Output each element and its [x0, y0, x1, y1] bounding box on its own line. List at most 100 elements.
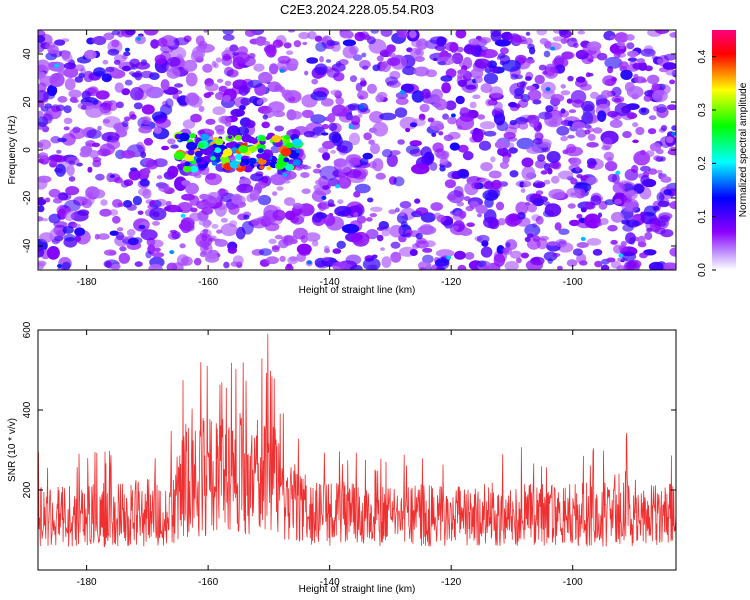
heatmap-cell	[567, 203, 576, 209]
heatmap-cell	[106, 139, 121, 150]
heatmap-cell	[446, 194, 457, 201]
heatmap-cell	[597, 110, 607, 122]
heatmap-cell	[195, 35, 205, 46]
heatmap-cell	[215, 57, 222, 63]
heatmap-cell	[206, 192, 221, 204]
heatmap-cell	[512, 35, 527, 43]
heatmap-cell	[293, 40, 302, 48]
heatmap-cell	[644, 232, 653, 240]
heatmap-cell	[579, 260, 588, 266]
heatmap-cell	[257, 194, 272, 206]
colorbar-tick-label: 0.3	[697, 103, 708, 117]
heatmap-cell	[435, 249, 455, 258]
y-tick-label: 40	[22, 48, 33, 60]
heatmap-cell	[206, 91, 214, 96]
snr-y-ticks: 200 400 600	[22, 321, 676, 498]
heatmap-cell	[371, 254, 378, 259]
colorbar-tick-label: 0.2	[697, 156, 708, 170]
heatmap-cell	[662, 62, 676, 71]
heatmap-cell	[494, 39, 511, 47]
heatmap-cell	[68, 176, 76, 182]
heatmap-cell	[552, 36, 563, 42]
heatmap-cell	[525, 31, 531, 36]
heatmap-cell	[627, 50, 639, 58]
heatmap-cell	[174, 83, 184, 88]
heatmap-cell	[332, 248, 342, 254]
heatmap-cell	[122, 120, 129, 128]
heatmap-cell	[314, 63, 328, 76]
heatmap-cell	[620, 69, 633, 81]
heatmap-feature-cell	[239, 162, 246, 167]
heatmap-feature-cell	[173, 151, 185, 161]
heatmap-cell	[140, 70, 154, 79]
heatmap-cell	[322, 256, 330, 262]
heatmap-cell	[345, 154, 362, 165]
figure-title: C2E3.2024.228.05.54.R03	[280, 2, 434, 17]
heatmap-cell	[665, 69, 676, 76]
heatmap-cell	[298, 31, 310, 40]
heatmap-cell	[48, 213, 61, 224]
heatmap-cell	[368, 127, 378, 133]
heatmap-cell	[673, 250, 676, 256]
heatmap-cell	[53, 221, 68, 228]
heatmap-cell	[362, 257, 381, 270]
heatmap-cell	[547, 167, 553, 175]
heatmap-cell	[616, 41, 626, 47]
heatmap-cell	[509, 170, 519, 178]
heatmap-cell	[148, 263, 163, 270]
heatmap-cell	[474, 58, 491, 69]
heatmap-cell	[409, 140, 422, 147]
heatmap-cell	[626, 86, 644, 99]
heatmap-cell	[576, 174, 583, 179]
heatmap-cell	[161, 145, 170, 151]
heatmap-cell	[588, 58, 594, 63]
heatmap-cell	[560, 108, 566, 114]
heatmap-cell	[568, 219, 580, 227]
heatmap-cell	[502, 59, 521, 72]
x-tick-label: -180	[77, 277, 97, 288]
heatmap-cell	[443, 219, 454, 229]
heatmap-cell	[171, 231, 181, 240]
x-tick-label: -180	[77, 577, 97, 588]
heatmap-cell	[462, 151, 474, 161]
heatmap-cell	[74, 227, 86, 236]
heatmap-cell	[256, 99, 263, 105]
heatmap-spot	[124, 47, 130, 52]
heatmap-cell	[613, 98, 622, 103]
heatmap-cell	[601, 90, 612, 99]
heatmap-cell	[287, 235, 298, 244]
heatmap-cell	[224, 66, 234, 77]
heatmap-cell	[118, 252, 130, 264]
heatmap-cell	[276, 186, 284, 191]
heatmap-cell	[44, 197, 51, 203]
heatmap-cell	[314, 35, 323, 42]
heatmap-x-axis-label: Height of straight line (km)	[299, 285, 416, 296]
heatmap-cell	[223, 261, 230, 269]
heatmap-cell	[586, 142, 599, 148]
heatmap-cell	[163, 206, 171, 211]
heatmap-cell	[301, 188, 311, 194]
heatmap-cell	[362, 152, 373, 160]
heatmap-spot	[169, 250, 175, 255]
heatmap-cell	[328, 212, 334, 218]
heatmap-cell	[38, 216, 44, 222]
y-tick-label: 0	[22, 147, 33, 153]
heatmap-cell	[111, 263, 121, 270]
heatmap-spot	[136, 36, 142, 41]
heatmap-cell	[128, 71, 136, 76]
heatmap-cell	[263, 41, 271, 46]
heatmap-cell	[349, 75, 358, 83]
heatmap-cell	[423, 240, 436, 248]
heatmap-cell	[480, 49, 498, 59]
heatmap-cell	[248, 53, 256, 59]
heatmap-cell	[274, 125, 285, 132]
heatmap-cell	[662, 262, 676, 270]
heatmap-feature-cell	[211, 161, 218, 166]
heatmap-cell	[345, 254, 362, 266]
heatmap-cell	[433, 212, 442, 219]
heatmap-cell	[173, 37, 190, 46]
heatmap-cell	[395, 97, 409, 105]
heatmap-cell	[587, 163, 596, 169]
heatmap-cell	[69, 127, 86, 140]
heatmap-cell	[304, 70, 309, 76]
